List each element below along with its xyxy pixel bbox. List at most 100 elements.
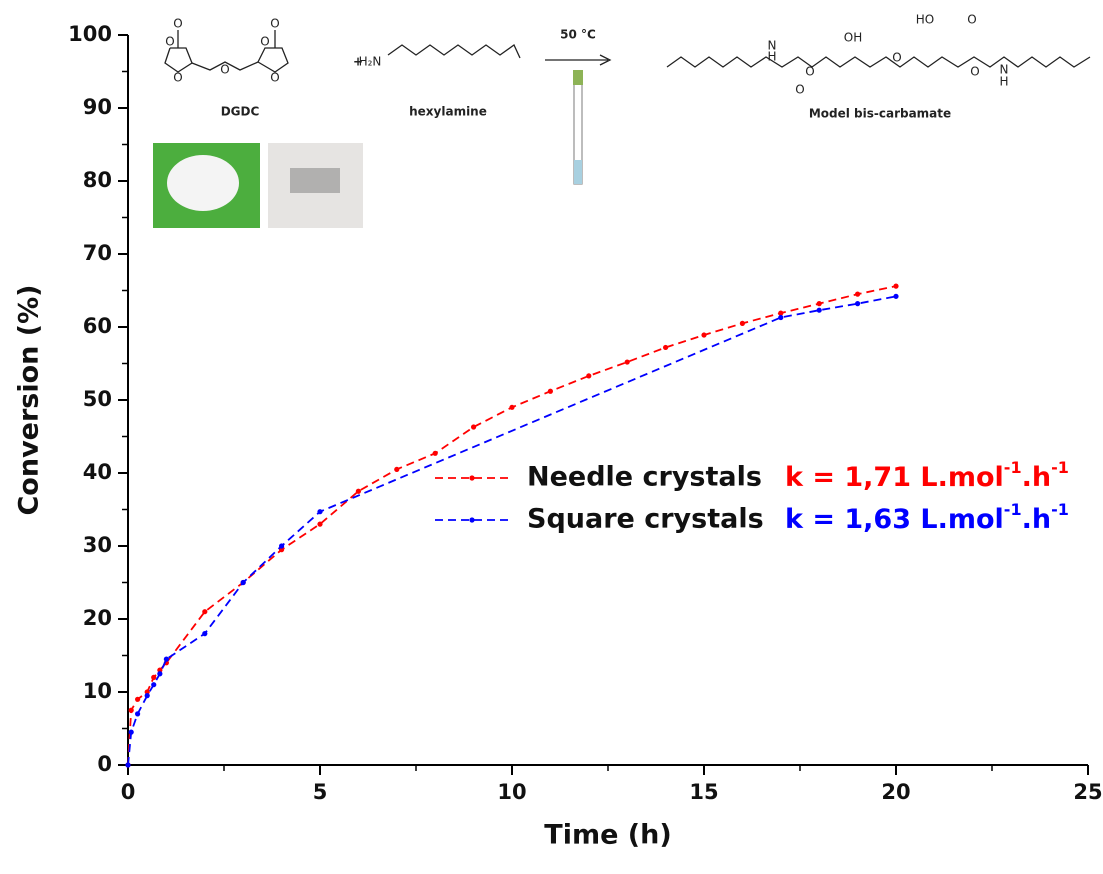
data-point: [432, 450, 438, 456]
data-point: [128, 707, 134, 713]
photo-crystal: [167, 155, 239, 211]
x-axis-title: Time (h): [544, 820, 671, 851]
data-point: [163, 656, 169, 662]
annotation-part: .h: [1022, 462, 1051, 493]
data-point: [279, 543, 285, 549]
data-point: [125, 762, 131, 768]
data-point: [157, 667, 163, 673]
data-point: [202, 609, 208, 615]
atom-label: O: [220, 63, 229, 77]
y-tick-label: 80: [83, 168, 112, 192]
annotation-part: k = 1,71 L.mol: [785, 462, 1004, 493]
legend-label: Needle crystals: [527, 462, 762, 493]
data-point: [893, 293, 899, 299]
data-point: [778, 310, 784, 316]
x-tick-label: 0: [121, 780, 136, 804]
data-point: [893, 283, 899, 289]
legend-marker: [469, 475, 475, 481]
data-point: [135, 696, 141, 702]
atom-label: O: [165, 35, 174, 49]
atom-label: O: [260, 35, 269, 49]
data-point: [509, 404, 515, 410]
y-tick-label: 70: [83, 241, 112, 265]
data-point: [547, 388, 554, 394]
data-point: [144, 693, 150, 699]
vial-cap: [573, 70, 583, 85]
series-line: [127, 285, 897, 766]
annotation-part: -1: [1051, 500, 1069, 519]
y-tick-label: 90: [83, 95, 112, 119]
data-point: [157, 671, 163, 677]
data-point: [317, 509, 323, 515]
data-point: [240, 579, 246, 586]
atom-label: O: [970, 65, 979, 79]
data-point: [128, 729, 134, 735]
data-point: [151, 682, 157, 688]
reactant-label: hexylamine: [409, 105, 487, 119]
x-tick-label: 25: [1073, 780, 1102, 804]
x-tick-label: 15: [689, 780, 718, 804]
atom-label: H₂N: [359, 55, 382, 69]
rate-annotation: k = 1,63 L.mol-1.h-1: [785, 500, 1069, 535]
ring: [164, 47, 193, 73]
series-line: [127, 295, 897, 766]
data-point: [317, 521, 323, 527]
atom-label: HO: [916, 13, 934, 27]
data-point: [202, 631, 208, 637]
scheme-drawing: [164, 30, 1091, 185]
atom-label: H: [999, 75, 1008, 89]
data-point: [471, 424, 477, 430]
data-point: [739, 320, 746, 326]
chain: [387, 44, 521, 59]
ring: [257, 47, 289, 73]
data-point: [151, 674, 157, 681]
bond: [191, 61, 259, 71]
atom-label: O: [270, 71, 279, 85]
annotation-part: -1: [1004, 500, 1022, 519]
chain: [666, 56, 1091, 68]
y-tick-label: 20: [83, 606, 112, 630]
data-point: [624, 359, 630, 365]
y-tick-label: 0: [97, 752, 112, 776]
atom-label: O: [795, 83, 804, 97]
atom-label: O: [173, 71, 182, 85]
product-label: Model bis-carbamate: [809, 107, 951, 121]
condition: 50 °C: [560, 28, 596, 42]
annotation-part: -1: [1051, 458, 1069, 477]
y-axis-title: Conversion (%): [14, 284, 45, 515]
atom-label: O: [173, 17, 182, 31]
y-tick-label: 30: [83, 533, 112, 557]
annotation-part: -1: [1004, 458, 1022, 477]
y-tick-label: 50: [83, 387, 112, 411]
reactant-label: DGDC: [221, 105, 260, 119]
y-tick-label: 100: [68, 22, 112, 46]
rate-annotation: k = 1,71 L.mol-1.h-1: [785, 458, 1069, 493]
data-point: [816, 307, 822, 313]
x-tick-label: 10: [497, 780, 526, 804]
legend-marker: [469, 517, 475, 523]
x-tick-label: 20: [881, 780, 910, 804]
data-point: [855, 301, 861, 307]
y-tick-label: 10: [83, 679, 112, 703]
data-point: [394, 466, 400, 472]
data-point: [355, 488, 361, 494]
photo-crystal: [290, 168, 340, 193]
data-point: [855, 291, 861, 297]
annotation-part: .h: [1022, 504, 1051, 535]
y-tick-label: 40: [83, 460, 112, 484]
data-point: [144, 689, 150, 695]
annotation-part: k = 1,63 L.mol: [785, 504, 1004, 535]
atom-label: N: [768, 39, 777, 53]
atom-label: O: [967, 13, 976, 27]
atom-label: O: [270, 17, 279, 31]
x-tick-label: 5: [313, 780, 328, 804]
atom-label: N: [1000, 63, 1009, 77]
data-point: [701, 332, 707, 338]
plus: +: [353, 55, 363, 69]
legend-label: Square crystals: [527, 504, 764, 535]
data-point: [816, 301, 822, 307]
atom-label: O: [892, 51, 901, 65]
y-tick-label: 60: [83, 314, 112, 338]
data-point: [135, 711, 141, 717]
